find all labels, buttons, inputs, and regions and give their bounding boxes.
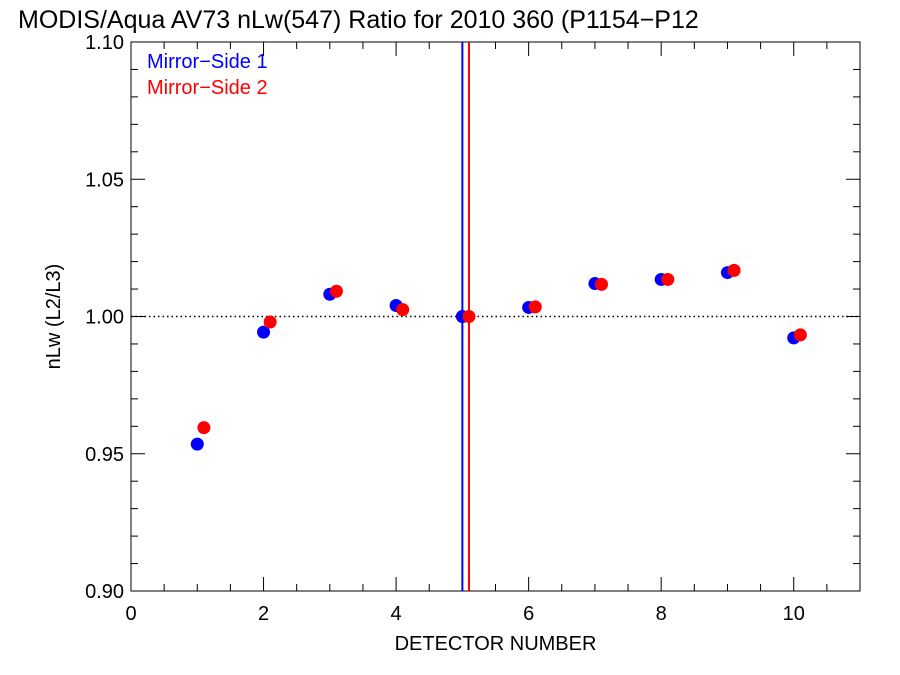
y-tick-label: 0.90: [85, 581, 124, 603]
point-series-2-detector-1: [197, 421, 211, 435]
x-tick-label: 4: [391, 603, 402, 625]
point-series-2-detector-3: [329, 284, 343, 298]
legend-entry-2: Mirror−Side 2: [147, 77, 268, 99]
x-axis-label: DETECTOR NUMBER: [395, 633, 597, 655]
y-tick-label: 0.95: [85, 444, 124, 466]
x-tick-label: 2: [258, 603, 269, 625]
x-tick-label: 8: [656, 603, 667, 625]
chart-title: MODIS/Aqua AV73 nLw(547) Ratio for 2010 …: [18, 6, 699, 34]
point-series-1-detector-1: [190, 437, 204, 451]
y-tick-label: 1.00: [85, 307, 124, 329]
legend-entry-1: Mirror−Side 1: [147, 51, 268, 73]
y-axis-label: nLw (L2/L3): [43, 264, 65, 370]
x-tick-labels: 0 2 4 6 8 10: [125, 603, 804, 625]
y-tick-labels: 0.90 0.95 1.00 1.05 1.10: [85, 32, 124, 603]
y-tick-label: 1.05: [85, 169, 124, 191]
point-series-2-detector-5: [462, 310, 476, 323]
point-series-2-detector-10: [793, 328, 807, 342]
point-series-2-detector-6: [528, 300, 542, 314]
x-tick-label: 0: [125, 603, 136, 625]
reference-lines: [131, 42, 860, 591]
x-tick-label: 10: [783, 603, 805, 625]
point-series-2-detector-8: [661, 272, 675, 286]
y-tick-label: 1.10: [85, 32, 124, 54]
point-series-2-detector-7: [595, 277, 609, 291]
data-points: [190, 263, 807, 451]
point-series-2-detector-2: [263, 315, 277, 329]
point-series-1-detector-2: [257, 325, 271, 339]
point-series-2-detector-4: [396, 303, 410, 317]
x-tick-label: 6: [523, 603, 534, 625]
legend: Mirror−Side 1 Mirror−Side 2: [147, 51, 268, 99]
point-series-2-detector-9: [727, 263, 741, 277]
